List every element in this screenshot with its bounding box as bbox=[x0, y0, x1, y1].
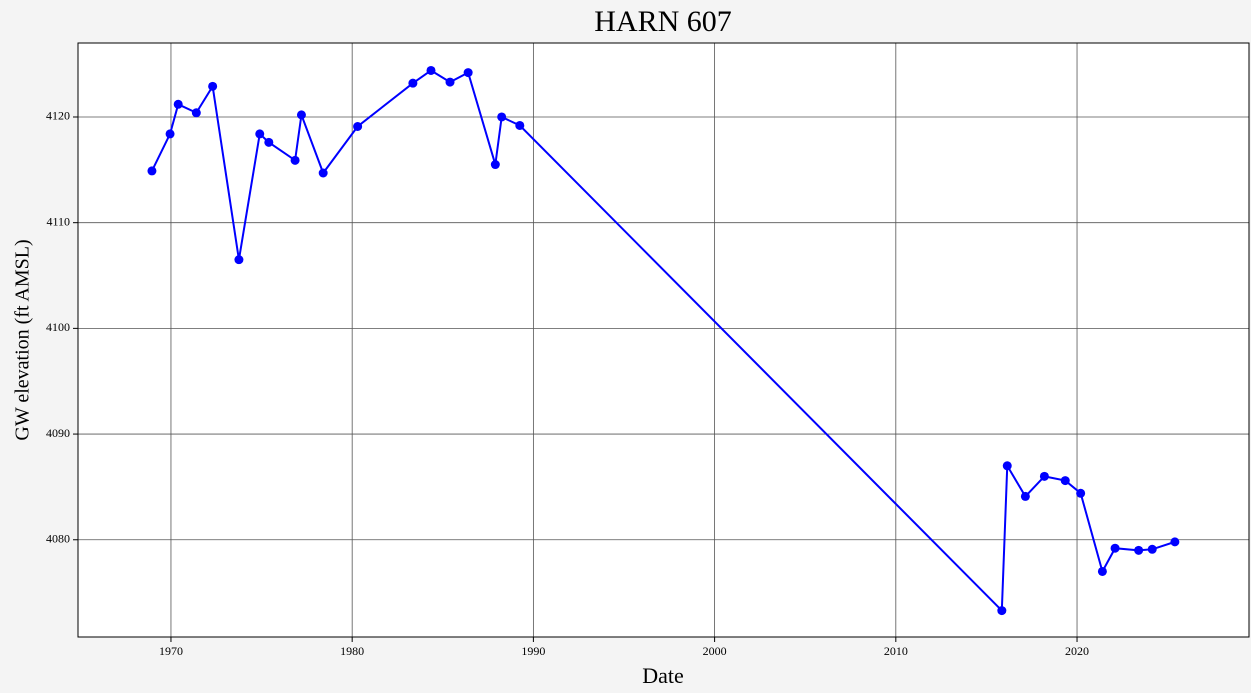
y-tick-label: 4080 bbox=[46, 532, 70, 546]
data-point bbox=[497, 112, 507, 122]
data-point bbox=[290, 155, 300, 165]
data-point bbox=[463, 68, 473, 78]
data-point bbox=[1020, 491, 1030, 501]
data-point bbox=[353, 121, 363, 131]
data-point bbox=[147, 166, 157, 176]
data-point bbox=[490, 160, 500, 170]
data-point bbox=[296, 110, 306, 120]
data-point bbox=[1097, 566, 1107, 576]
data-point bbox=[255, 129, 265, 139]
data-point bbox=[165, 129, 175, 139]
y-tick-label: 4120 bbox=[46, 109, 70, 123]
data-point bbox=[445, 77, 455, 87]
data-point bbox=[515, 120, 525, 130]
y-tick-label: 4090 bbox=[46, 426, 70, 440]
y-tick-label: 4100 bbox=[46, 320, 70, 334]
data-point bbox=[1076, 488, 1086, 498]
x-tick-label: 1990 bbox=[521, 644, 545, 658]
x-tick-label: 2020 bbox=[1065, 644, 1089, 658]
data-point bbox=[426, 65, 436, 75]
grid bbox=[78, 43, 1249, 637]
data-point bbox=[1147, 544, 1157, 554]
data-point bbox=[1110, 543, 1120, 553]
x-tick-label: 1970 bbox=[159, 644, 183, 658]
data-point bbox=[208, 81, 218, 91]
data-point bbox=[408, 78, 418, 88]
x-tick-label: 2000 bbox=[703, 644, 727, 658]
axes-frame bbox=[77, 42, 1250, 638]
data-point bbox=[997, 606, 1007, 616]
x-axis-label: Date bbox=[642, 663, 684, 688]
data-point bbox=[318, 168, 328, 178]
data-point bbox=[1134, 545, 1144, 555]
data-point bbox=[264, 137, 274, 147]
x-tick-label: 1980 bbox=[340, 644, 364, 658]
data-point bbox=[1039, 471, 1049, 481]
data-point bbox=[191, 108, 201, 118]
x-tick-label: 2010 bbox=[884, 644, 908, 658]
y-axis-label: GW elevation (ft AMSL) bbox=[12, 239, 34, 440]
plot-area bbox=[78, 43, 1249, 637]
chart-title: HARN 607 bbox=[594, 5, 732, 38]
data-point bbox=[1170, 537, 1180, 547]
data-point bbox=[173, 99, 183, 109]
marks bbox=[147, 65, 1180, 616]
series-line bbox=[151, 69, 1176, 613]
data-point bbox=[1060, 476, 1070, 486]
y-tick-label: 4110 bbox=[46, 214, 70, 228]
data-point bbox=[234, 255, 244, 265]
data-point bbox=[1002, 461, 1012, 471]
